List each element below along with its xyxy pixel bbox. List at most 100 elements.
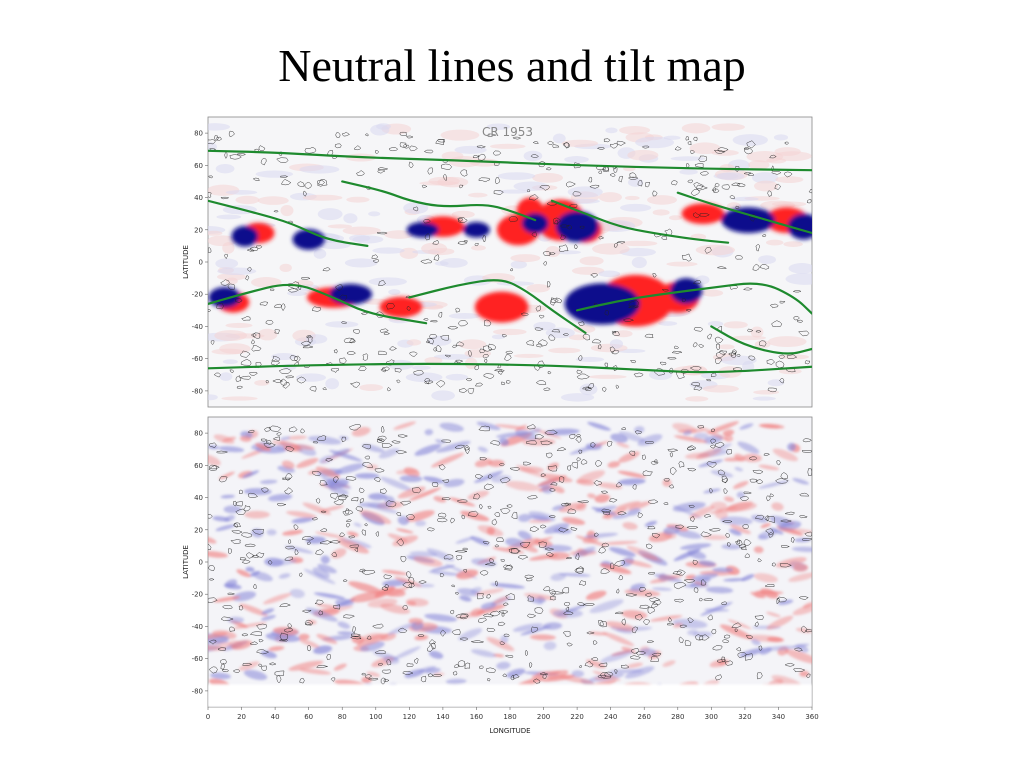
tilt-streak bbox=[514, 424, 527, 432]
contour-loop bbox=[679, 624, 688, 629]
contour-loop bbox=[455, 550, 468, 553]
contour-loop bbox=[599, 620, 608, 628]
contour-loop bbox=[661, 235, 668, 240]
background-speckle bbox=[670, 156, 706, 161]
contour-loop bbox=[642, 470, 653, 477]
background-speckle bbox=[718, 344, 735, 350]
contour-loop bbox=[306, 335, 312, 339]
contour-loop bbox=[403, 143, 410, 149]
contour-loop bbox=[598, 662, 608, 667]
contour-loop bbox=[552, 144, 560, 148]
contour-loop bbox=[348, 424, 361, 431]
contour-loop bbox=[377, 169, 386, 174]
tilt-streak bbox=[397, 515, 410, 525]
contour-loop bbox=[673, 582, 687, 590]
contour-loop bbox=[474, 365, 479, 371]
contour-loop bbox=[441, 439, 451, 443]
negative-polarity-patch bbox=[721, 207, 776, 233]
contour-loop bbox=[623, 318, 635, 322]
contour-loop bbox=[279, 603, 291, 607]
contour-loop bbox=[484, 358, 488, 363]
contour-loop bbox=[635, 613, 643, 621]
contour-loop bbox=[562, 333, 569, 337]
contour-loop bbox=[614, 669, 618, 675]
background-speckle bbox=[257, 328, 278, 341]
contour-loop bbox=[502, 334, 508, 338]
contour-loop bbox=[711, 428, 715, 433]
contour-loop bbox=[276, 502, 286, 507]
contour-loop bbox=[339, 532, 346, 537]
tilt-streak bbox=[585, 590, 607, 601]
tilt-streak bbox=[729, 528, 742, 536]
contour-loop bbox=[418, 580, 427, 584]
contour-loop bbox=[442, 479, 450, 483]
contour-loop bbox=[780, 519, 792, 523]
contour-loop bbox=[396, 538, 404, 547]
contour-loop bbox=[265, 380, 269, 384]
y-tick-label: -40 bbox=[192, 323, 203, 331]
contour-loop bbox=[685, 136, 690, 141]
contour-loop bbox=[527, 424, 536, 430]
tilt-streak bbox=[720, 624, 752, 640]
contour-loop bbox=[276, 675, 282, 684]
background-speckle bbox=[403, 202, 429, 215]
tilt-streak bbox=[393, 646, 421, 660]
contour-loop bbox=[241, 633, 249, 637]
contour-loop bbox=[614, 611, 624, 615]
tilt-streak bbox=[529, 634, 556, 641]
background-speckle bbox=[560, 393, 595, 402]
cr-annotation: CR 1953 bbox=[482, 125, 533, 139]
contour-loop bbox=[486, 133, 496, 137]
contour-loop bbox=[455, 555, 463, 561]
contour-loop bbox=[711, 187, 717, 192]
contour-loop bbox=[729, 195, 735, 199]
contour-loop bbox=[650, 460, 659, 466]
tilt-streak bbox=[615, 501, 641, 510]
contour-loop bbox=[550, 298, 556, 306]
tilt-streak bbox=[691, 573, 719, 581]
contour-loop bbox=[532, 678, 541, 684]
contour-loop bbox=[642, 145, 650, 149]
background-speckle bbox=[451, 210, 475, 219]
contour-loop bbox=[613, 243, 618, 248]
contour-loop bbox=[652, 533, 661, 539]
contour-loop bbox=[233, 500, 238, 507]
tilt-streak bbox=[756, 590, 784, 595]
contour-loop bbox=[251, 555, 260, 558]
tilt-streak bbox=[758, 480, 790, 489]
contour-loop bbox=[319, 540, 333, 545]
contour-loop bbox=[367, 677, 379, 681]
contour-loop bbox=[771, 170, 782, 175]
contour-loop bbox=[766, 358, 775, 365]
contour-loop bbox=[282, 382, 290, 389]
contour-loop bbox=[255, 245, 263, 249]
background-speckle bbox=[219, 372, 233, 381]
contour-loop bbox=[775, 360, 785, 369]
background-speckle bbox=[575, 356, 605, 362]
tilt-streak bbox=[710, 470, 734, 478]
contour-loop bbox=[500, 507, 511, 514]
tilt-streak bbox=[692, 631, 713, 638]
tilt-streak bbox=[272, 440, 288, 446]
contour-loop bbox=[249, 631, 262, 636]
contour-loop bbox=[208, 465, 218, 471]
neutral-lines bbox=[208, 149, 812, 374]
contour-loop bbox=[558, 476, 565, 483]
contour-loop bbox=[524, 649, 528, 657]
contour-loop bbox=[578, 355, 583, 362]
contour-loop bbox=[767, 190, 772, 198]
background-speckle bbox=[497, 172, 536, 180]
tilt-streak bbox=[282, 529, 304, 536]
contour-loop bbox=[412, 206, 419, 212]
contour-loop bbox=[742, 287, 753, 291]
contour-loop bbox=[674, 345, 679, 349]
contour-loop bbox=[651, 652, 662, 657]
background-speckle bbox=[388, 289, 401, 295]
tilt-streak bbox=[787, 442, 796, 451]
background-speckle bbox=[579, 256, 604, 266]
background-speckle bbox=[215, 258, 239, 269]
contour-loop bbox=[383, 332, 391, 335]
background-speckle bbox=[440, 129, 480, 141]
contour-loop bbox=[345, 519, 352, 522]
contour-loop bbox=[755, 479, 763, 484]
